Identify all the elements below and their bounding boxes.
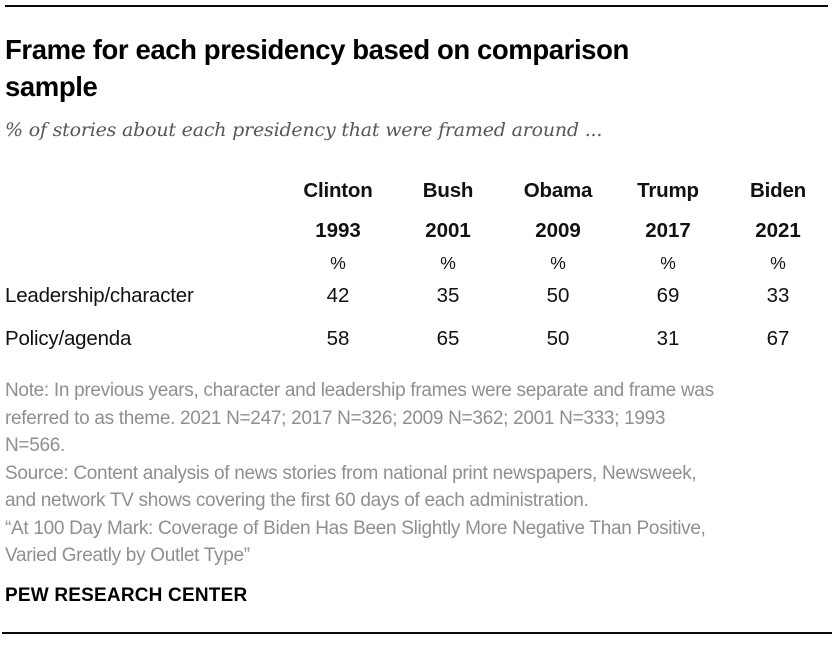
year-obama: 2009 [535, 219, 581, 242]
data-cell: 50 [546, 326, 570, 350]
column-header-biden: Biden [750, 179, 806, 202]
presidency-frame-table: Clinton Bush Obama Trump Biden 1993 2001… [5, 159, 833, 360]
data-cell: 42 [326, 283, 350, 307]
column-header-obama: Obama [523, 179, 593, 202]
table-row-policy-agenda: Policy/agenda 58 65 50 31 67 [5, 317, 833, 360]
data-cell: 58 [326, 326, 350, 350]
header-row-presidents: Clinton Bush Obama Trump Biden [5, 159, 833, 203]
row-label: Policy/agenda [5, 326, 132, 350]
note-text: Note: In previous years, character and l… [5, 380, 714, 456]
year-clinton: 1993 [315, 219, 361, 242]
data-cell: 35 [436, 283, 460, 307]
row-label: Leadership/character [5, 283, 194, 307]
data-cell: 31 [656, 326, 680, 350]
page-title: Frame for each presidency based on compa… [5, 34, 629, 102]
column-header-clinton: Clinton [303, 179, 373, 202]
column-header-trump: Trump [637, 179, 699, 202]
year-biden: 2021 [755, 219, 801, 242]
report-card: Frame for each presidency based on compa… [0, 5, 840, 634]
data-cell: 67 [766, 326, 790, 350]
empty-cell [5, 243, 283, 274]
column-header-bush: Bush [422, 179, 474, 202]
year-trump: 2017 [645, 219, 691, 242]
top-rule [5, 5, 828, 7]
empty-corner-cell [5, 159, 283, 203]
source-text: Source: Content analysis of news stories… [5, 462, 697, 512]
report-title-quote: “At 100 Day Mark: Coverage of Biden Has … [5, 517, 706, 567]
percent-sign: % [440, 253, 456, 273]
header-row-years: 1993 2001 2009 2017 2021 [5, 203, 833, 243]
data-cell: 65 [436, 326, 460, 350]
page-subtitle: % of stories about each presidency that … [5, 119, 603, 141]
pew-research-center-branding: PEW RESEARCH CENTER [5, 584, 248, 606]
data-cell: 50 [546, 283, 570, 307]
percent-sign: % [330, 253, 346, 273]
year-bush: 2001 [425, 219, 471, 242]
bottom-rule [2, 632, 832, 634]
table-row-leadership-character: Leadership/character 42 35 50 69 33 [5, 274, 833, 317]
percent-sign: % [770, 253, 786, 273]
data-cell: 33 [766, 283, 790, 307]
header-row-units: % % % % % [5, 243, 833, 274]
data-cell: 69 [656, 283, 680, 307]
empty-cell [5, 203, 283, 243]
percent-sign: % [660, 253, 676, 273]
footnotes-block: Note: In previous years, character and l… [5, 377, 727, 570]
percent-sign: % [550, 253, 566, 273]
